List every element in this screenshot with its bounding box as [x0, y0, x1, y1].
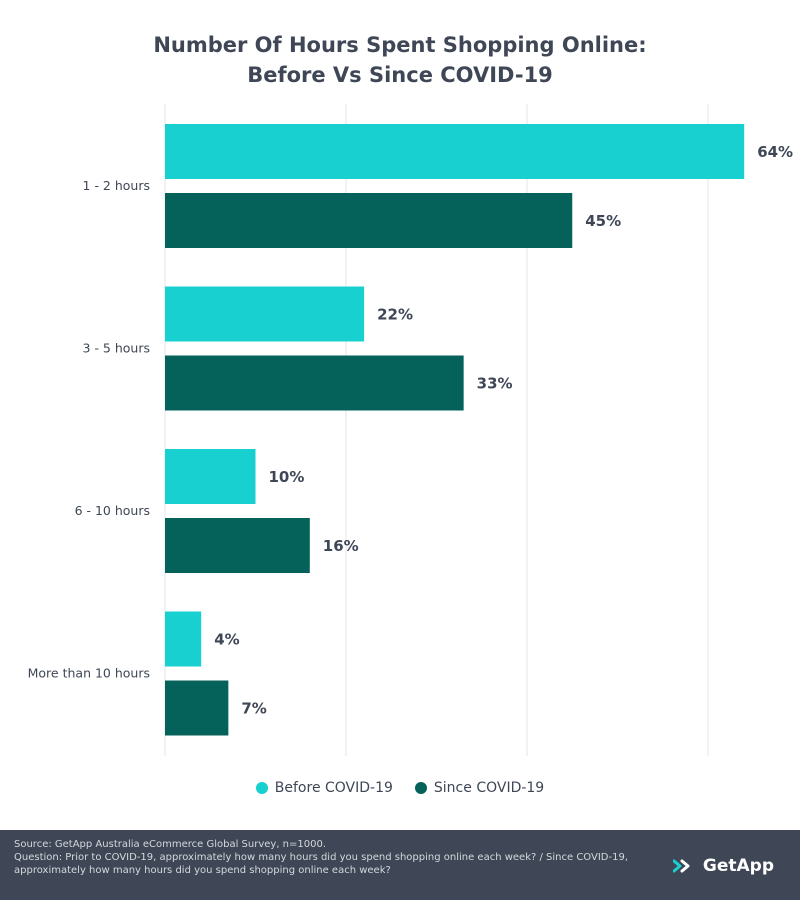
legend: Before COVID-19 Since COVID-19 [0, 780, 800, 796]
source-note: Source: GetApp Australia eCommerce Globa… [14, 839, 327, 850]
value-label-before-1: 22% [377, 306, 413, 324]
footer-text: Source: GetApp Australia eCommerce Globa… [14, 838, 654, 877]
bar-before-0 [165, 124, 745, 179]
value-label-before-0: 64% [757, 143, 793, 161]
bar-since-1 [165, 355, 464, 411]
bar-since-3 [165, 680, 229, 736]
getapp-logo: GetApp [672, 856, 774, 876]
labels: 1 - 2 hours 64% 45% 3 - 5 hours 22% 33% 6 - 10… [28, 143, 793, 718]
bar-before-3 [165, 611, 202, 667]
value-label-since-0: 45% [585, 212, 621, 230]
chart-title-line-2: Before Vs Since COVID-19 [247, 63, 553, 87]
category-label-2: 6 - 10 hours [75, 503, 150, 518]
bar-before-1 [165, 286, 365, 342]
bar-since-0 [165, 193, 573, 248]
legend-swatch-before [255, 782, 268, 794]
chart-title: Number Of Hours Spent Shopping Online: B… [0, 30, 800, 90]
question-note: Question: Prior to COVID-19, approximate… [14, 852, 628, 876]
category-label-1: 3 - 5 hours [83, 341, 150, 356]
footer: Source: GetApp Australia eCommerce Globa… [0, 830, 800, 900]
bar-chart: 1 - 2 hours 64% 45% 3 - 5 hours 22% 33% 6 - 10… [28, 104, 793, 756]
value-label-before-2: 10% [269, 468, 305, 486]
bar-since-2 [165, 518, 310, 573]
brand-name: GetApp [702, 856, 774, 876]
legend-item-since: Since COVID-19 [414, 780, 545, 796]
legend-swatch-since [414, 782, 427, 794]
legend-label-before: Before COVID-19 [274, 780, 393, 796]
getapp-chevrons-icon [672, 859, 690, 873]
category-label-3: More than 10 hours [28, 666, 150, 681]
bars [165, 124, 745, 736]
chart-title-line-1: Number Of Hours Spent Shopping Online: [153, 33, 647, 57]
legend-label-since: Since COVID-19 [433, 780, 545, 796]
value-label-since-1: 33% [477, 375, 513, 393]
value-label-since-2: 16% [323, 537, 359, 555]
bar-before-2 [165, 449, 256, 504]
value-label-before-3: 4% [214, 631, 239, 649]
legend-item-before: Before COVID-19 [255, 780, 393, 796]
category-label-0: 1 - 2 hours [83, 178, 150, 193]
value-label-since-3: 7% [241, 700, 266, 718]
